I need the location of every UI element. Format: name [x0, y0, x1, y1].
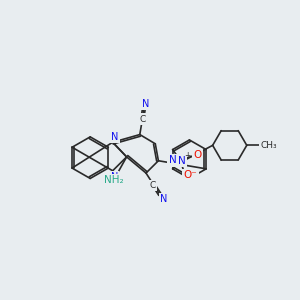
Text: C: C [149, 181, 155, 190]
Text: NH₂: NH₂ [104, 175, 124, 185]
Text: N: N [160, 194, 167, 204]
Text: C: C [140, 115, 146, 124]
Text: N: N [169, 155, 176, 165]
Text: N: N [110, 172, 118, 182]
Text: +: + [184, 151, 190, 160]
Text: O: O [193, 150, 202, 160]
Text: CH₃: CH₃ [260, 141, 277, 150]
Text: N: N [142, 99, 150, 109]
Text: O⁻: O⁻ [184, 170, 197, 180]
Text: N: N [111, 132, 119, 142]
Text: N: N [178, 156, 186, 166]
